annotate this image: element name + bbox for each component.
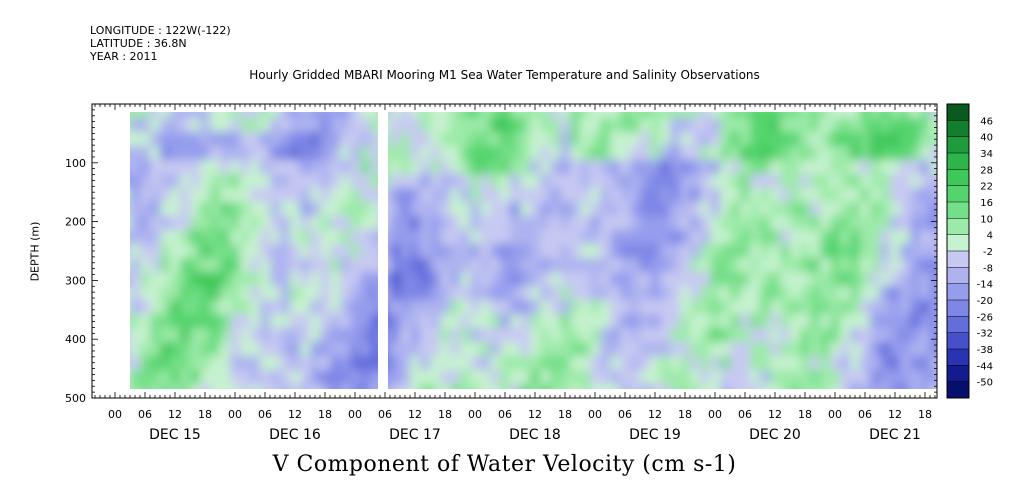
x-tick-label: 18 <box>438 408 452 421</box>
x-tick-label: 18 <box>558 408 572 421</box>
x-tick-label: 00 <box>828 408 842 421</box>
x-tick-label: 18 <box>678 408 692 421</box>
colorbar-segment <box>947 300 969 317</box>
colorbar-segment <box>947 381 969 399</box>
x-tick-label: 06 <box>378 408 392 421</box>
x-tick-label: 18 <box>198 408 212 421</box>
colorbar-label: 4 <box>987 231 993 242</box>
plot-area <box>92 104 937 398</box>
x-day-label: DEC 19 <box>629 427 681 443</box>
colorbar-label: 22 <box>980 182 993 193</box>
x-tick-label: 06 <box>498 408 512 421</box>
x-tick-label: 12 <box>528 408 542 421</box>
x-tick-label: 18 <box>798 408 812 421</box>
colorbar-segment <box>947 169 969 187</box>
colorbar-label: -38 <box>977 345 993 356</box>
x-tick-label: 00 <box>708 408 722 421</box>
x-tick-label: 18 <box>918 408 932 421</box>
colorbar-segment <box>947 120 969 138</box>
x-tick-label: 12 <box>648 408 662 421</box>
x-tick-label: 12 <box>768 408 782 421</box>
colorbar-label: -20 <box>977 296 993 307</box>
colorbar-label: -50 <box>977 378 993 389</box>
x-tick-label: 00 <box>468 408 482 421</box>
x-tick-label: 00 <box>108 408 122 421</box>
colorbar-segment <box>947 316 969 334</box>
x-tick-label: 06 <box>738 408 752 421</box>
colorbar-segment <box>947 104 969 121</box>
x-tick-label: 06 <box>618 408 632 421</box>
x-day-label: DEC 21 <box>869 427 921 443</box>
colorbar-label: 10 <box>980 214 993 225</box>
colorbar-segment <box>947 283 969 301</box>
y-tick-label: 400 <box>65 333 86 346</box>
variable-title: V Component of Water Velocity (cm s-1) <box>272 452 737 477</box>
colorbar-segment <box>947 365 969 383</box>
colorbar-segment <box>947 332 969 350</box>
x-tick-label: 00 <box>588 408 602 421</box>
colorbar-label: -32 <box>977 329 993 340</box>
colorbar-label: -2 <box>983 247 993 258</box>
y-tick-label: 200 <box>65 216 86 229</box>
year-label: YEAR : 2011 <box>90 50 158 63</box>
x-tick-label: 00 <box>348 408 362 421</box>
x-tick-label: 06 <box>138 408 152 421</box>
colorbar-label: -44 <box>977 361 993 372</box>
colorbar-segment <box>947 267 969 285</box>
colorbar-label: -8 <box>983 263 993 274</box>
colorbar-label: 16 <box>980 198 993 209</box>
x-tick-label: 12 <box>288 408 302 421</box>
y-axis-label: DEPTH (m) <box>28 221 42 282</box>
colorbar-segment <box>947 153 969 170</box>
colorbar-segment <box>947 349 969 366</box>
x-tick-label: 18 <box>318 408 332 421</box>
colorbar-label: 34 <box>980 149 993 160</box>
x-tick-label: 12 <box>408 408 422 421</box>
colorbar-segment <box>947 234 969 252</box>
axes: 00 06 12 18 00 06 12 18 00 06 12 18 00 06 12 18 00 06 12 18… <box>65 103 938 443</box>
x-tick-label: 12 <box>888 408 902 421</box>
y-tick-label: 300 <box>65 274 86 287</box>
latitude-label: LATITUDE : 36.8N <box>90 37 187 50</box>
x-tick-label: 00 <box>228 408 242 421</box>
colorbar-segment <box>947 185 969 203</box>
colorbar-segment <box>947 251 969 268</box>
colorbar-label: -14 <box>977 280 993 291</box>
x-tick-label: 06 <box>258 408 272 421</box>
colorbar-segment <box>947 202 969 219</box>
x-day-label: DEC 16 <box>269 427 321 443</box>
colorbar-segment <box>947 218 969 236</box>
x-tick-label: 12 <box>168 408 182 421</box>
colorbar: 46 40 34 28 22 16 10 4 -2 -8 -14 -20 -26 -32 -38 -44 -50 <box>946 103 993 399</box>
chart-title: Hourly Gridded MBARI Mooring M1 Sea Wate… <box>249 68 760 82</box>
colorbar-segment <box>947 136 969 154</box>
colorbar-label: 46 <box>980 116 993 127</box>
x-day-label: DEC 18 <box>509 427 561 443</box>
y-tick-label: 500 <box>65 392 86 405</box>
y-tick-label: 100 <box>65 157 86 170</box>
longitude-label: LONGITUDE : 122W(-122) <box>90 24 231 37</box>
x-tick-label: 06 <box>858 408 872 421</box>
x-day-label: DEC 20 <box>749 427 801 443</box>
x-day-label: DEC 15 <box>149 427 201 443</box>
colorbar-label: -26 <box>977 312 993 323</box>
colorbar-label: 40 <box>980 133 993 144</box>
x-day-label: DEC 17 <box>389 427 441 443</box>
colorbar-label: 28 <box>980 165 993 176</box>
